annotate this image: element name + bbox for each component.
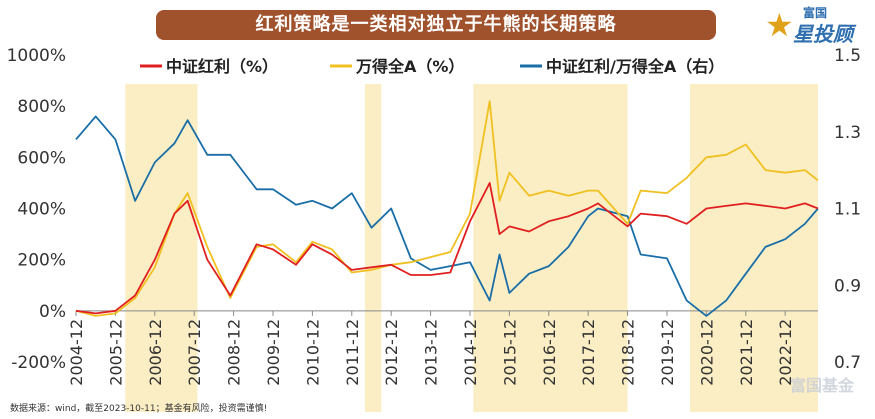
y-right-tick-label: 0.9 [834,276,861,296]
y-right-tick-label: 1.3 [834,123,861,143]
y-right-tick-label: 1.5 [834,46,861,66]
x-tick-label: 2022-12 [776,319,795,386]
y-left-tick-label: 800% [17,97,66,117]
x-tick-label: 2019-12 [658,319,677,386]
watermark-text: 富国基金 [790,376,855,395]
x-tick-label: 2006-12 [146,319,165,386]
x-tick-label: 2013-12 [422,319,441,386]
series-line-1 [75,100,819,317]
source-note: 数据来源：wind，截至2023-10-11；基金有风险，投资需谨慎! [10,404,268,414]
brand-logo: ★ 富国 星投顾 [759,2,869,46]
brand-name: 星投顾 [793,22,853,46]
y-left-tick-label: 400% [17,200,66,220]
x-tick-label: 2009-12 [264,319,283,386]
x-tick-label: 2011-12 [343,319,362,386]
x-tick-label: 2020-12 [697,319,716,386]
y-left-tick-label: 1000% [7,46,66,66]
x-tick-label: 2014-12 [461,319,480,386]
shaded-period-2 [473,84,628,412]
y-left-tick-label: 0% [39,302,66,322]
brand-small-text: 富国 [803,6,828,20]
legend-label: 中证红利/万得全A（右） [546,57,724,76]
shaded-period-1 [364,84,382,412]
x-tick-label: 2012-12 [382,319,401,386]
x-tick-label: 2010-12 [303,319,322,386]
y-left-tick-label: 600% [17,148,66,168]
star-icon: ★ [765,6,794,44]
x-tick-label: 2005-12 [106,319,125,386]
x-tick-label: 2007-12 [185,319,204,386]
y-left-tick-label: -200% [11,353,66,373]
y-left-tick-label: 200% [17,251,66,271]
series-line-2 [75,115,819,317]
series-line-0 [75,182,819,315]
y-right-tick-label: 0.7 [834,353,861,373]
chart-title-banner: 红利策略是一类相对独立于牛熊的长期策略 [156,10,716,40]
shaded-period-3 [689,84,818,412]
x-tick-label: 2017-12 [579,319,598,386]
x-tick-label: 2021-12 [737,319,756,386]
legend-label: 中证红利（%） [166,57,278,76]
x-tick-label: 2016-12 [540,319,559,386]
x-tick-label: 2008-12 [225,319,244,386]
x-tick-label: 2018-12 [619,319,638,386]
x-tick-label: 2004-12 [67,319,86,386]
legend-label: 万得全A（%） [355,57,464,76]
x-tick-label: 2015-12 [500,319,519,386]
y-right-tick-label: 1.1 [834,200,861,220]
